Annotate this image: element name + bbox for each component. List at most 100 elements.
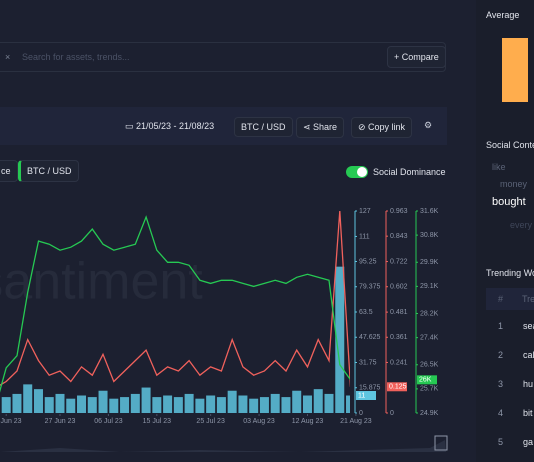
volume-bar (33, 389, 43, 413)
volume-bar (313, 389, 323, 413)
volume-bar (206, 395, 216, 413)
badge-label: 11 (358, 392, 365, 399)
y-tick-label: 31.6K (420, 208, 439, 215)
x-tick-label: 27 Jun 23 (45, 418, 76, 425)
toggle[interactable] (346, 166, 368, 178)
volume-bar (87, 397, 97, 413)
word: money (500, 179, 528, 189)
navigator (0, 440, 446, 452)
volume-bar (195, 398, 205, 413)
chart: santiment 24.9K25.7K26.5K27.4K28.2K29.1K… (0, 208, 448, 452)
x-tick-label: 17 Jun 23 (0, 418, 22, 425)
volume-bar (346, 395, 350, 413)
y-tick-label: 63.5 (359, 309, 373, 316)
search-placeholder[interactable]: Search for assets, trends... (22, 52, 130, 62)
y-tick-label: 26.5K (420, 362, 439, 369)
badge-label: 26K (419, 377, 432, 384)
table-cell[interactable]: ga (523, 437, 534, 447)
volume-bar (227, 390, 237, 413)
y-tick-label: 28.2K (420, 310, 439, 317)
series-line (0, 215, 350, 393)
toggle-knob (357, 167, 367, 177)
trending-title: Trending Wo (486, 268, 534, 278)
table-cell[interactable]: bit (523, 408, 533, 418)
y-tick-label: 0.843 (390, 233, 408, 240)
volume-bar (324, 393, 334, 413)
compare-button[interactable]: + Compare (387, 46, 446, 68)
clear-icon[interactable]: × (5, 52, 11, 62)
volume-bar (216, 397, 226, 413)
sidebar: Average Social Conte like money bought e… (476, 0, 534, 462)
copy-button[interactable]: ⊘ Copy link (351, 117, 413, 138)
toggle-label: Social Dominance (373, 167, 446, 177)
volume-bar (1, 397, 11, 413)
y-tick-label: 127 (359, 208, 371, 215)
table-cell: 2 (498, 350, 504, 360)
volume-bar (44, 397, 54, 413)
y-tick-label: 0.481 (390, 309, 408, 316)
volume-bar (141, 387, 151, 413)
y-tick-label: 95.25 (359, 258, 377, 265)
volume-bar (292, 390, 302, 413)
table-cell[interactable]: sea (523, 321, 534, 331)
badge (417, 375, 437, 385)
navigator-handle[interactable] (434, 435, 448, 451)
x-tick-label: 12 Aug 23 (292, 418, 324, 425)
badge-label: 0.125 (389, 384, 407, 391)
date-text: 21/05/23 - 21/08/23 (136, 121, 215, 131)
table-cell: 3 (498, 379, 504, 389)
settings-icon[interactable]: ⚙ (424, 120, 433, 130)
search-bar[interactable]: × Search for assets, trends... + Compare (0, 42, 446, 72)
y-tick-label: 24.9K (420, 410, 439, 417)
average-title: Average (486, 10, 520, 20)
volume-bar (98, 390, 108, 413)
volume-bar (163, 395, 173, 413)
table-cell: 1 (498, 321, 504, 331)
volume-bar (66, 398, 76, 413)
y-tick-label: 15.875 (359, 385, 381, 392)
y-tick-label: 0.963 (390, 208, 408, 215)
x-tick-label: 25 Jul 23 (196, 418, 225, 425)
plot (0, 210, 350, 413)
table-cell: 4 (498, 408, 504, 418)
date-range[interactable]: ▭ 21/05/23 - 21/08/23 (125, 121, 215, 131)
y-tick-label: 79.375 (359, 284, 381, 291)
volume-bar (184, 393, 194, 413)
volume-bar (302, 395, 312, 413)
volume-bar (335, 266, 345, 413)
metric-chip[interactable]: BTC / USD (18, 160, 79, 182)
copy-text: Copy link (368, 122, 406, 132)
y-tick-label: 0.361 (390, 334, 408, 341)
word: every (510, 220, 533, 230)
volume-bar (23, 384, 33, 413)
y-tick-label: 0.722 (390, 258, 408, 265)
y-tick-label: 27.4K (420, 334, 439, 341)
volume-bar (130, 393, 140, 413)
badge (387, 382, 407, 392)
table-cell[interactable]: hu (523, 379, 534, 389)
y-tick-label: 30.8K (420, 232, 439, 239)
share-button[interactable]: ⋖ Share (296, 117, 345, 138)
volume-bar (259, 397, 269, 413)
volume-bar (238, 395, 248, 413)
volume-bar (12, 393, 22, 413)
y-tick-label: 47.625 (359, 334, 381, 341)
series-line (0, 210, 350, 387)
y-tick-label: 0 (390, 410, 394, 417)
y-tick-label: 29.9K (420, 259, 439, 266)
table-cell[interactable]: cal (523, 350, 534, 360)
y-tick-label: 25.7K (420, 386, 439, 393)
y-tick-label: 0.602 (390, 284, 408, 291)
volume-bar (270, 393, 280, 413)
volume-bar (77, 395, 87, 413)
y-tick-label: 0 (359, 410, 363, 417)
volume-bar (249, 398, 259, 413)
word: like (492, 162, 506, 172)
x-tick-label: 15 Jul 23 (143, 418, 172, 425)
toolbar: ▭ 21/05/23 - 21/08/23 BTC / USD ⋖ Share … (0, 107, 447, 145)
metric-chip[interactable]: ce (0, 160, 18, 182)
context-title: Social Conte (486, 140, 534, 150)
share-text: Share (313, 122, 338, 132)
pair-button[interactable]: BTC / USD (234, 117, 293, 137)
